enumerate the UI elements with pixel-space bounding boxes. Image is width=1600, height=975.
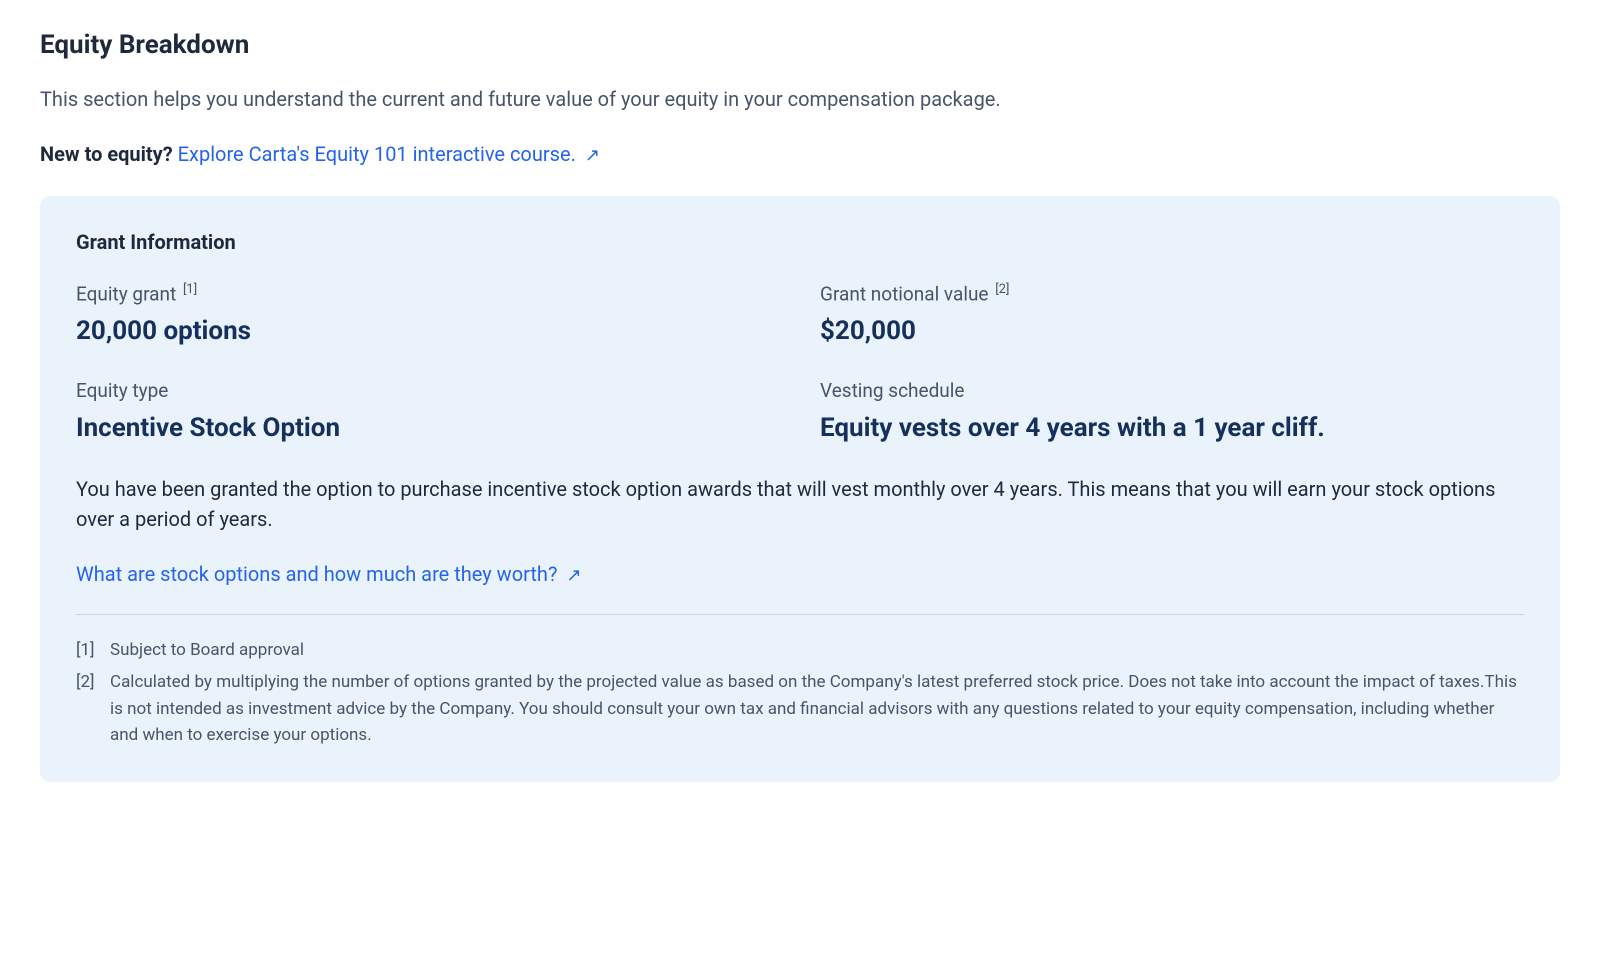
equity-101-link[interactable]: Explore Carta's Equity 101 interactive c… bbox=[178, 142, 600, 166]
resource-link-text: What are stock options and how much are … bbox=[76, 562, 557, 586]
footnote-marker: [1] bbox=[76, 637, 110, 663]
field-label: Grant notional value [2] bbox=[820, 282, 1524, 305]
footnote-row: [1] Subject to Board approval bbox=[76, 637, 1524, 663]
footnotes-divider bbox=[76, 614, 1524, 615]
field-label-text: Equity grant bbox=[76, 282, 176, 305]
footnotes: [1] Subject to Board approval [2] Calcul… bbox=[76, 637, 1524, 748]
footnote-marker: [2] bbox=[76, 669, 110, 748]
card-title: Grant Information bbox=[76, 230, 1524, 254]
field-label: Equity grant [1] bbox=[76, 282, 780, 305]
field-label: Equity type bbox=[76, 379, 780, 402]
field-vesting-schedule: Vesting schedule Equity vests over 4 yea… bbox=[820, 379, 1524, 446]
resource-link-row: What are stock options and how much are … bbox=[76, 562, 1524, 586]
equity-101-link-text: Explore Carta's Equity 101 interactive c… bbox=[178, 142, 576, 166]
field-label-text: Grant notional value bbox=[820, 282, 989, 305]
intro-text: This section helps you understand the cu… bbox=[40, 84, 1560, 114]
field-value: Equity vests over 4 years with a 1 year … bbox=[820, 412, 1524, 446]
field-label: Vesting schedule bbox=[820, 379, 1524, 402]
stock-options-worth-link[interactable]: What are stock options and how much are … bbox=[76, 562, 581, 586]
footnote-ref: [2] bbox=[995, 282, 1009, 297]
footnote-ref: [1] bbox=[183, 282, 197, 297]
grant-fields-grid: Equity grant [1] 20,000 options Grant no… bbox=[76, 282, 1524, 446]
external-link-icon: ↗ bbox=[585, 145, 600, 166]
field-label-text: Equity type bbox=[76, 379, 168, 402]
field-equity-grant: Equity grant [1] 20,000 options bbox=[76, 282, 780, 349]
field-value: Incentive Stock Option bbox=[76, 412, 780, 446]
grant-information-card: Grant Information Equity grant [1] 20,00… bbox=[40, 196, 1560, 782]
footnote-row: [2] Calculated by multiplying the number… bbox=[76, 669, 1524, 748]
field-value: $20,000 bbox=[820, 315, 1524, 349]
grant-description: You have been granted the option to purc… bbox=[76, 474, 1524, 534]
footnote-text: Calculated by multiplying the number of … bbox=[110, 669, 1524, 748]
field-equity-type: Equity type Incentive Stock Option bbox=[76, 379, 780, 446]
field-label-text: Vesting schedule bbox=[820, 379, 964, 402]
new-to-equity-row: New to equity? Explore Carta's Equity 10… bbox=[40, 142, 1560, 166]
footnote-text: Subject to Board approval bbox=[110, 637, 1524, 663]
field-grant-notional-value: Grant notional value [2] $20,000 bbox=[820, 282, 1524, 349]
field-value: 20,000 options bbox=[76, 315, 780, 349]
external-link-icon: ↗ bbox=[566, 565, 581, 586]
new-to-equity-label: New to equity? bbox=[40, 142, 173, 166]
page-title: Equity Breakdown bbox=[40, 30, 1560, 60]
